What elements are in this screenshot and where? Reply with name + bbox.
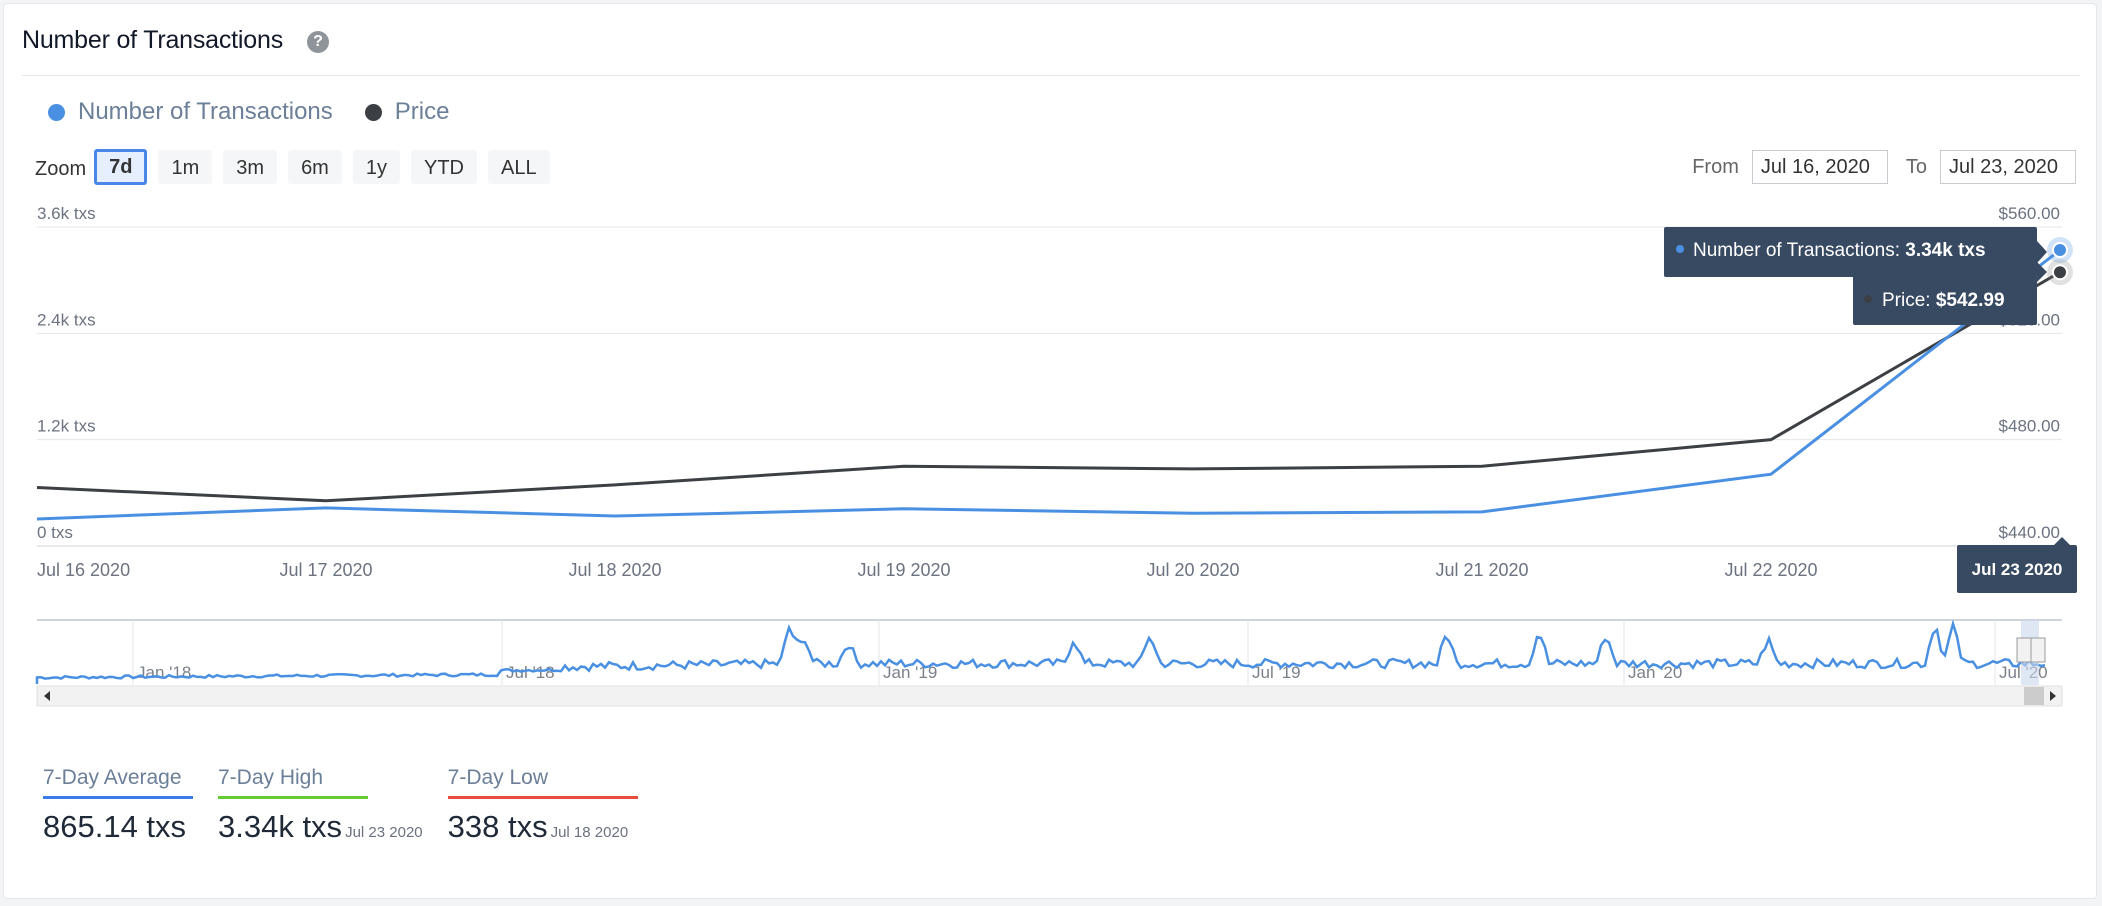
legend-label-transactions: Number of Transactions <box>78 98 333 125</box>
legend-dot-price <box>364 103 382 121</box>
hover-point-price <box>2052 264 2068 281</box>
stat-low-value: 338 txs Jul 18 2020 <box>448 809 638 845</box>
navigator-handle-left <box>2016 637 2032 663</box>
y-right-tick-label: $440.00 <box>1999 523 2060 542</box>
y-left-tick-label: 1.2k txs <box>37 417 96 436</box>
zoom-6m-button[interactable]: 6m <box>288 150 342 184</box>
x-tick-label: Jul 21 2020 <box>1435 560 1528 580</box>
zoom-controls: Zoom 7d 1m 3m 6m 1y YTD ALL <box>35 149 561 185</box>
stat-average-number: 865.14 txs <box>43 809 187 844</box>
tooltip-label-transactions: Number of Transactions: <box>1693 240 1905 261</box>
navigator-label: Jan '20 <box>1628 663 1682 682</box>
chart-card: Number of Transactions ? <box>3 3 2097 899</box>
tooltip-dot-transactions <box>1676 245 1684 253</box>
tooltip-pointer-price <box>2037 262 2047 282</box>
to-label: To <box>1905 155 1927 178</box>
chart-title: Number of Transactions <box>22 26 283 54</box>
navigator-label: Jan '19 <box>883 663 937 682</box>
navigator-label: Jul '18 <box>506 663 555 682</box>
tooltip-dot-price <box>1864 295 1872 303</box>
stat-low: 7-Day Low 338 txs Jul 18 2020 <box>447 766 638 845</box>
x-tick-label: Jul 22 2020 <box>1724 560 1817 580</box>
legend-label-price: Price <box>394 98 450 125</box>
stat-high-value: 3.34k txs Jul 23 2020 <box>218 809 423 845</box>
zoom-7d-button[interactable]: 7d <box>94 149 148 185</box>
tooltip-value-transactions: 3.34k txs <box>1905 240 1985 261</box>
series-line-price <box>36 270 2061 503</box>
stat-high-date: Jul 23 2020 <box>345 824 423 841</box>
date-range: From Jul 16, 2020 To Jul 23, 2020 <box>1692 150 2076 184</box>
tooltip-label-price: Price: <box>1882 290 1936 311</box>
x-tick-label: Jul 19 2020 <box>857 560 950 580</box>
navigator-label: Jul '19 <box>1252 663 1301 682</box>
y-right-tick-label: $560.00 <box>1999 204 2060 223</box>
stat-high: 7-Day High 3.34k txs Jul 23 2020 <box>218 766 423 845</box>
navigator-series-line <box>35 619 2046 684</box>
tooltip-text-price: Price: $542.99 <box>1882 290 2005 311</box>
stat-average: 7-Day Average 865.14 txs <box>43 766 193 845</box>
zoom-3m-button[interactable]: 3m <box>223 150 278 184</box>
x-tick-label: Jul 18 2020 <box>568 560 661 580</box>
stat-low-label: 7-Day Low <box>447 766 638 799</box>
y-right-tick-label: $480.00 <box>1999 417 2060 436</box>
x-tick-label: Jul 20 2020 <box>1146 560 1239 580</box>
tooltip-pointer-transactions <box>2037 241 2047 263</box>
legend-item-price[interactable]: Price <box>364 98 450 126</box>
hover-point-transactions <box>2052 242 2068 259</box>
y-left-tick-label: 3.6k txs <box>37 204 96 223</box>
scroll-left-icon <box>44 691 50 701</box>
scroll-right-icon <box>2050 691 2056 701</box>
title-divider <box>22 75 2080 76</box>
x-crosshair-date-box <box>1957 545 2077 593</box>
tooltip-box-transactions <box>1664 227 2037 277</box>
help-icon[interactable]: ? <box>307 31 329 53</box>
chart-legend: Number of Transactions Price <box>48 98 481 126</box>
series-line-transactions <box>36 248 2061 521</box>
zoom-1m-button[interactable]: 1m <box>158 150 213 184</box>
legend-item-transactions[interactable]: Number of Transactions <box>48 98 333 126</box>
tooltip-box-price <box>1853 275 2037 325</box>
stat-low-date: Jul 18 2020 <box>550 824 629 841</box>
stat-low-number: 338 txs <box>447 809 548 844</box>
to-date-input[interactable]: Jul 23, 2020 <box>1940 150 2076 184</box>
scrollbar-thumb <box>2024 687 2044 705</box>
tooltip-text-transactions: Number of Transactions: 3.34k txs <box>1693 240 1986 261</box>
x-tick-label: Jul 17 2020 <box>279 560 372 580</box>
y-left-tick-label: 2.4k txs <box>37 310 96 329</box>
x-crosshair-date-label: Jul 23 2020 <box>1972 560 2063 579</box>
zoom-1y-button[interactable]: 1y <box>352 150 400 184</box>
scrollbar-track <box>36 685 2063 707</box>
zoom-label: Zoom <box>35 157 87 180</box>
y-left-tick-label: 0 txs <box>37 523 73 542</box>
x-crosshair-date-pointer <box>2054 537 2070 545</box>
navigator-label: Jan '18 <box>137 663 191 682</box>
from-date-input[interactable]: Jul 16, 2020 <box>1751 150 1888 184</box>
stat-average-label: 7-Day Average <box>43 766 193 799</box>
from-label: From <box>1692 155 1739 178</box>
zoom-all-button[interactable]: ALL <box>487 150 550 184</box>
zoom-ytd-button[interactable]: YTD <box>410 150 477 184</box>
navigator-handle-right <box>2030 637 2046 663</box>
x-tick-label: Jul 16 2020 <box>37 560 130 580</box>
stat-high-label: 7-Day High <box>218 766 368 799</box>
tooltip-value-price: $542.99 <box>1936 290 2005 311</box>
stat-high-number: 3.34k txs <box>218 809 343 844</box>
stats-row: 7-Day Average 865.14 txs 7-Day High 3.34… <box>43 766 663 845</box>
legend-dot-transactions <box>48 103 65 121</box>
stat-average-value: 865.14 txs <box>43 809 193 845</box>
